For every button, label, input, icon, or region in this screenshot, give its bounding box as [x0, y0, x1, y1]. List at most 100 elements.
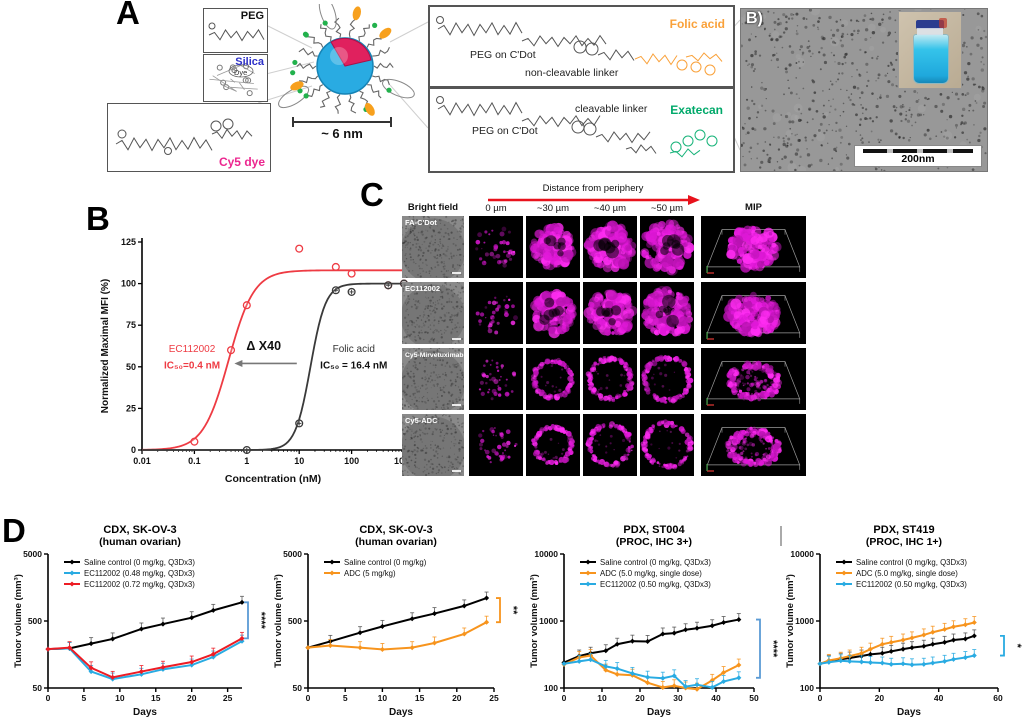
svg-text:Days: Days [647, 707, 671, 718]
confocal-image-Cy5-ADC [583, 414, 637, 476]
col-header-40um: ~40 µm [593, 203, 627, 214]
particle-scale-bar-label: ~ 6 nm [321, 126, 363, 141]
svg-text:Saline control (0 mg/kg): Saline control (0 mg/kg) [344, 558, 427, 567]
panel-d-label: D [2, 512, 26, 549]
tem-scale-bar-line [863, 149, 973, 153]
svg-text:EC112002: EC112002 [405, 284, 440, 293]
vial-neck [917, 28, 943, 35]
bright-field-image-Cy5-Mirvetuximab: Cy5-Mirvetuximab [402, 348, 464, 410]
svg-text:Tumor volume (mm³): Tumor volume (mm³) [529, 574, 540, 668]
mip-image-Cy5-Mirvetuximab [701, 348, 806, 410]
svg-text:ADC (5.0 mg/kg, single dose): ADC (5.0 mg/kg, single dose) [600, 569, 702, 578]
svg-text:15: 15 [151, 693, 161, 703]
svg-text:20: 20 [187, 693, 197, 703]
svg-text:**: ** [507, 606, 519, 615]
svg-text:FA-C'Dot: FA-C'Dot [405, 218, 437, 227]
svg-text:10: 10 [378, 693, 388, 703]
chart-title: CDX, SK-OV-3 [103, 524, 177, 536]
background-object [939, 18, 947, 28]
svg-text:0: 0 [46, 693, 51, 703]
svg-text:1: 1 [244, 456, 249, 466]
silica-structure-drawing [209, 62, 258, 97]
chart-subtitle: (human ovarian) [355, 535, 437, 548]
svg-text:500: 500 [28, 616, 42, 626]
svg-text:Tumor volume (mm³): Tumor volume (mm³) [273, 574, 284, 668]
non-cleavable-linker-label: non-cleavable linker [525, 67, 619, 79]
tem-scale-bar-label: 200nm [901, 153, 935, 165]
svg-text:125: 125 [121, 237, 136, 247]
tumor-growth-plot: 100 1000 10000 0 20 40 60 Days Tumor volume (mm³… [785, 549, 1023, 718]
svg-text:0: 0 [131, 445, 136, 455]
confocal-image-EC112002 [640, 282, 694, 344]
svg-text:50: 50 [33, 683, 43, 693]
bright-field-image-Cy5-ADC: Cy5-ADC [402, 414, 464, 476]
svg-text:EC112002 (0.50 mg/kg, Q3Dx3): EC112002 (0.50 mg/kg, Q3Dx3) [600, 580, 711, 589]
confocal-image-EC112002 [526, 282, 580, 344]
col-header-50um: ~50 µm [650, 203, 684, 214]
svg-text:Saline control (0 mg/kg, Q3Dx3: Saline control (0 mg/kg, Q3Dx3) [84, 558, 195, 567]
svg-text:5: 5 [82, 693, 87, 703]
mip-image-FA-C'Dot [701, 216, 806, 278]
tumor-growth-plot: 100 1000 10000 0 10 20 30 40 50 Days Tumor volume … [529, 549, 779, 718]
peg-structure-box: PEG [203, 8, 268, 53]
distance-arrow [488, 195, 700, 205]
col-header-mip: MIP [745, 202, 762, 213]
chart-title: PDX, ST004 [623, 524, 685, 536]
panel-c-label: C [360, 176, 384, 213]
mip-image-EC112002 [701, 282, 806, 344]
panel-a-label: A [116, 0, 140, 31]
svg-text:5000: 5000 [283, 549, 302, 559]
svg-text:10: 10 [115, 693, 125, 703]
vial-photo-inset [898, 11, 962, 89]
nanoparticle-schematic [278, 4, 415, 127]
exatecan-label: Exatecan [670, 103, 723, 117]
confocal-image-Cy5-ADC [640, 414, 694, 476]
silica-structure-box: Silica Dye [203, 54, 268, 102]
svg-text:100: 100 [121, 279, 136, 289]
peg-on-cdot-label-1: PEG on C'Dot [470, 49, 536, 61]
svg-text:Saline control (0 mg/kg, Q3Dx3: Saline control (0 mg/kg, Q3Dx3) [600, 558, 711, 567]
cy5-structure-drawing [115, 118, 253, 155]
svg-text:50: 50 [293, 683, 303, 693]
chart-title: PDX, ST419 [873, 524, 935, 536]
svg-text:****: **** [767, 640, 779, 658]
conjugate-box-exatecan: PEG on C'Dot cleavable linker Exatecan [428, 87, 735, 173]
svg-text:1000: 1000 [539, 616, 558, 626]
svg-text:EC112002 (0.72 mg/kg, Q3Dx3): EC112002 (0.72 mg/kg, Q3Dx3) [84, 580, 195, 589]
svg-text:5: 5 [343, 693, 348, 703]
dye-label: Dye [234, 68, 248, 77]
svg-text:50: 50 [749, 693, 759, 703]
folic-conjugate-drawing [436, 16, 723, 76]
svg-text:25: 25 [489, 693, 499, 703]
confocal-image-Cy5-Mirvetuximab [583, 348, 637, 410]
mip-image-Cy5-ADC [701, 414, 806, 476]
confocal-image-EC112002 [469, 282, 523, 344]
svg-text:EC112002 (0.48 mg/kg, Q3Dx3): EC112002 (0.48 mg/kg, Q3Dx3) [84, 569, 195, 578]
distance-arrow-label: Distance from periphery [542, 183, 644, 194]
peg-on-cdot-label-2: PEG on C'Dot [472, 125, 538, 137]
svg-text:0.01: 0.01 [133, 456, 151, 466]
svg-text:0.1: 0.1 [188, 456, 201, 466]
svg-text:5000: 5000 [23, 549, 42, 559]
confocal-image-Cy5-ADC [526, 414, 580, 476]
tumor-chart-pdx-st004: PDX, ST004 (PROC, IHC 3+) 100 1000 10000 0 1… [528, 524, 780, 722]
svg-text:0: 0 [818, 693, 823, 703]
exatecan-conjugate-drawing [436, 96, 718, 158]
cy5-label: Cy5 dye [218, 155, 265, 169]
svg-text:IC₅₀=0.4 nM: IC₅₀=0.4 nM [164, 360, 220, 371]
col-header-0um: 0 µm [485, 203, 507, 214]
confocal-image-FA-C'Dot [526, 216, 580, 278]
bright-field-image-EC112002: EC112002 [402, 282, 464, 344]
confocal-image-Cy5-Mirvetuximab [640, 348, 694, 410]
svg-text:Days: Days [897, 707, 921, 718]
panel-b-label: B [86, 200, 110, 237]
svg-text:****: **** [255, 612, 267, 630]
svg-text:20: 20 [635, 693, 645, 703]
svg-text:10000: 10000 [790, 549, 814, 559]
chart-divider [780, 526, 782, 546]
svg-text:10000: 10000 [534, 549, 558, 559]
confocal-image-Cy5-Mirvetuximab [469, 348, 523, 410]
svg-text:100: 100 [800, 683, 814, 693]
chart-title: CDX, SK-OV-3 [359, 524, 433, 536]
